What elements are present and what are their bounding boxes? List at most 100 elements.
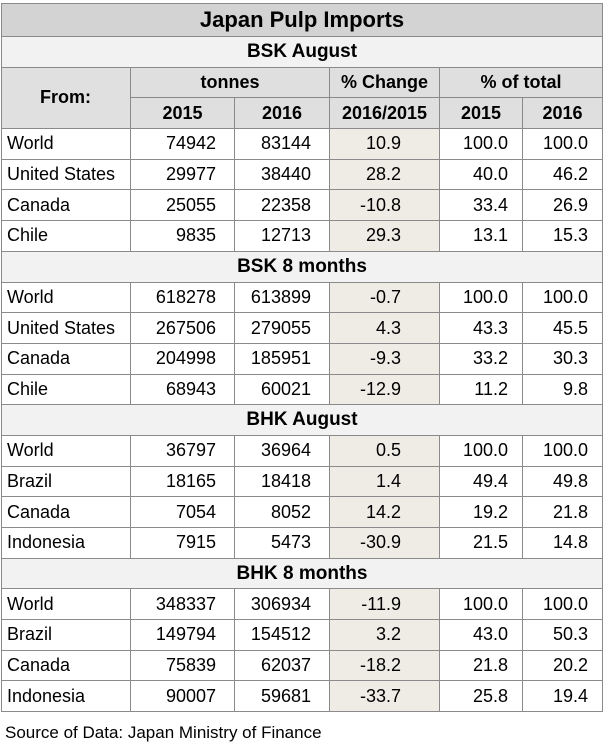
country-cell: Canada	[1, 496, 131, 528]
table-row: Canada 204998 185951 -9.3 33.2 30.3	[1, 342, 603, 375]
pct-total-2015-cell: 100.0	[439, 128, 523, 160]
tonnes-2016-cell: 12713	[234, 220, 330, 252]
pct-total-2015-cell: 100.0	[439, 281, 523, 314]
section-title: BSK August	[1, 36, 603, 68]
tonnes-2016-cell: 613899	[234, 281, 330, 314]
year-2015-total-header: 2015	[439, 97, 523, 130]
tonnes-2015-cell: 90007	[130, 680, 235, 713]
pct-change-header: % Change	[329, 66, 440, 99]
tonnes-2015-cell: 204998	[130, 342, 235, 375]
tonnes-2015-cell: 18165	[130, 465, 235, 498]
pct-total-2016-cell: 15.3	[522, 220, 603, 252]
country-cell: United States	[1, 312, 131, 344]
table-row: World 348337 306934 -11.9 100.0 100.0	[1, 588, 603, 621]
country-cell: World	[1, 281, 131, 314]
pct-total-2015-cell: 33.2	[439, 342, 523, 375]
table-row: Canada 75839 62037 -18.2 21.8 20.2	[1, 649, 603, 682]
tonnes-2015-cell: 149794	[130, 619, 235, 651]
country-cell: Canada	[1, 342, 131, 375]
tonnes-2015-cell: 7915	[130, 527, 235, 559]
pct-total-2015-cell: 11.2	[439, 373, 523, 406]
table-row: World 36797 36964 0.5 100.0 100.0	[1, 434, 603, 467]
pct-total-2015-cell: 25.8	[439, 680, 523, 713]
country-cell: Indonesia	[1, 680, 131, 713]
tonnes-2015-cell: 348337	[130, 588, 235, 621]
title-row: Japan Pulp Imports	[1, 3, 603, 37]
tonnes-2016-cell: 22358	[234, 189, 330, 222]
pct-total-2015-cell: 100.0	[439, 434, 523, 467]
from-header: From:	[1, 66, 131, 130]
table-row: World 74942 83144 10.9 100.0 100.0	[1, 128, 603, 160]
table-row: United States 29977 38440 28.2 40.0 46.2	[1, 158, 603, 191]
pct-total-2016-cell: 100.0	[522, 128, 603, 160]
pct-total-2016-cell: 20.2	[522, 649, 603, 682]
tonnes-2015-cell: 75839	[130, 649, 235, 682]
country-cell: Chile	[1, 220, 131, 252]
table-row: United States 267506 279055 4.3 43.3 45.5	[1, 312, 603, 344]
pct-total-2016-cell: 14.8	[522, 527, 603, 559]
pct-change-cell: -9.3	[329, 342, 440, 375]
pct-change-cell: -0.7	[329, 281, 440, 314]
header-row-1: From: tonnes% Change% of total	[1, 66, 603, 130]
country-cell: World	[1, 588, 131, 621]
year-2016-header: 2016	[234, 97, 330, 130]
pct-total-2016-cell: 21.8	[522, 496, 603, 528]
pct-total-2016-cell: 100.0	[522, 434, 603, 467]
table-row: Indonesia 7915 5473 -30.9 21.5 14.8	[1, 527, 603, 559]
section-row: BHK 8 months	[1, 557, 603, 590]
pct-change-cell: 3.2	[329, 619, 440, 651]
pct-change-cell: -12.9	[329, 373, 440, 406]
tonnes-2015-cell: 36797	[130, 434, 235, 467]
year-2016-total-header: 2016	[522, 97, 603, 130]
pct-total-2016-cell: 49.8	[522, 465, 603, 498]
section-row: BSK 8 months	[1, 250, 603, 283]
country-cell: Brazil	[1, 465, 131, 498]
table-row: Indonesia 90007 59681 -33.7 25.8 19.4	[1, 680, 603, 713]
tonnes-2015-cell: 29977	[130, 158, 235, 191]
country-cell: Canada	[1, 189, 131, 222]
pct-total-2016-cell: 100.0	[522, 588, 603, 621]
source-note: Source of Data: Japan Ministry of Financ…	[5, 723, 322, 742]
tonnes-2016-cell: 8052	[234, 496, 330, 528]
pct-change-cell: 0.5	[329, 434, 440, 467]
pct-total-2016-cell: 26.9	[522, 189, 603, 222]
pct-total-2015-cell: 49.4	[439, 465, 523, 498]
pct-total-2015-cell: 40.0	[439, 158, 523, 191]
pct-total-2015-cell: 13.1	[439, 220, 523, 252]
pct-change-cell: 4.3	[329, 312, 440, 344]
table-row: World 618278 613899 -0.7 100.0 100.0	[1, 281, 603, 314]
pct-change-cell: 10.9	[329, 128, 440, 160]
country-cell: Chile	[1, 373, 131, 406]
pct-change-cell: 1.4	[329, 465, 440, 498]
pct-change-cell: 14.2	[329, 496, 440, 528]
header-row-2: 2015 2016 2016/2015 2015 2016	[2, 97, 603, 130]
tonnes-2016-cell: 154512	[234, 619, 330, 651]
country-cell: Indonesia	[1, 527, 131, 559]
tonnes-2016-cell: 18418	[234, 465, 330, 498]
tonnes-2016-cell: 279055	[234, 312, 330, 344]
year-2015-header: 2015	[130, 97, 235, 130]
pct-total-2016-cell: 45.5	[522, 312, 603, 344]
tonnes-2016-cell: 5473	[234, 527, 330, 559]
pct-change-cell: -30.9	[329, 527, 440, 559]
section-title: BHK August	[1, 404, 603, 436]
tonnes-2015-cell: 25055	[130, 189, 235, 222]
pct-total-2016-cell: 19.4	[522, 680, 603, 713]
section-row: BHK August	[1, 404, 603, 436]
tonnes-2016-cell: 60021	[234, 373, 330, 406]
pct-total-2015-cell: 21.5	[439, 527, 523, 559]
tonnes-2016-cell: 38440	[234, 158, 330, 191]
section-title: BHK 8 months	[1, 557, 603, 590]
tonnes-2015-cell: 74942	[130, 128, 235, 160]
tonnes-2016-cell: 185951	[234, 342, 330, 375]
pct-change-cell: -11.9	[329, 588, 440, 621]
tonnes-2016-cell: 59681	[234, 680, 330, 713]
tonnes-2016-cell: 83144	[234, 128, 330, 160]
pct-total-header: % of total	[439, 66, 603, 99]
pct-change-cell: -33.7	[329, 680, 440, 713]
country-cell: Canada	[1, 649, 131, 682]
table-row: Brazil 18165 18418 1.4 49.4 49.8	[1, 465, 603, 498]
pct-change-cell: 28.2	[329, 158, 440, 191]
table-row: Brazil 149794 154512 3.2 43.0 50.3	[1, 619, 603, 651]
country-cell: Brazil	[1, 619, 131, 651]
